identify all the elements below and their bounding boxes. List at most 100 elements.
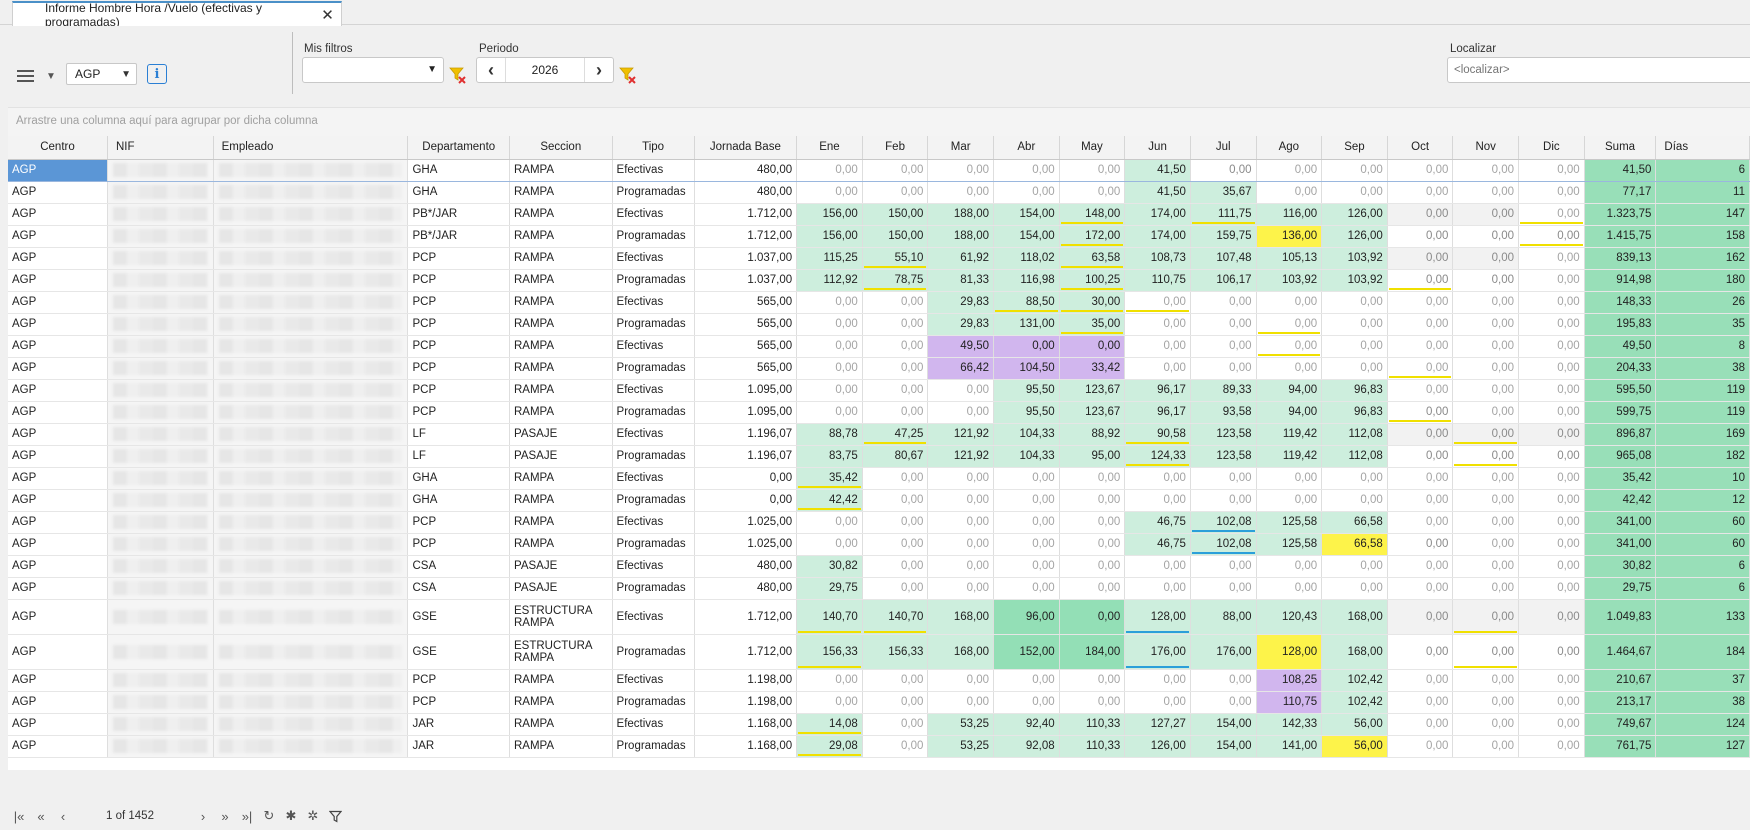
cell-jun[interactable]: 0,00 bbox=[1124, 555, 1191, 578]
cell-jul[interactable]: 0,00 bbox=[1190, 291, 1257, 314]
cell-empleado-redacted[interactable] bbox=[213, 225, 409, 248]
cell-may[interactable]: 110,33 bbox=[1059, 735, 1126, 758]
cell-nif-redacted[interactable] bbox=[107, 577, 214, 600]
cell-may[interactable]: 0,00 bbox=[1059, 533, 1126, 556]
cell-abr[interactable]: 104,50 bbox=[993, 357, 1060, 380]
cell-feb[interactable]: 0,00 bbox=[862, 467, 929, 490]
cell-feb[interactable]: 0,00 bbox=[862, 357, 929, 380]
cell-nif-redacted[interactable] bbox=[107, 313, 214, 336]
cell-dias[interactable]: 169 bbox=[1655, 423, 1750, 446]
cell-seccion[interactable]: RAMPA bbox=[509, 467, 613, 490]
cell-nif-redacted[interactable] bbox=[107, 357, 214, 380]
cell-oct[interactable]: 0,00 bbox=[1387, 158, 1454, 182]
cell-jun[interactable]: 0,00 bbox=[1124, 313, 1191, 336]
cell-dias[interactable]: 162 bbox=[1655, 247, 1750, 270]
cell-abr[interactable]: 0,00 bbox=[993, 511, 1060, 534]
cell-seccion[interactable]: RAMPA bbox=[509, 158, 613, 182]
cell-jul[interactable]: 0,00 bbox=[1190, 335, 1257, 358]
cell-tipo[interactable]: Efectivas bbox=[612, 335, 695, 358]
cell-ene[interactable]: 0,00 bbox=[796, 158, 863, 182]
cell-abr[interactable]: 152,00 bbox=[993, 634, 1060, 670]
cell-ago[interactable]: 0,00 bbox=[1256, 313, 1323, 336]
cell-oct[interactable]: 0,00 bbox=[1387, 555, 1454, 578]
cell-jornada-base[interactable]: 480,00 bbox=[694, 158, 798, 182]
clear-filter-icon[interactable] bbox=[449, 66, 467, 84]
cell-oct[interactable]: 0,00 bbox=[1387, 181, 1454, 204]
cell-ago[interactable]: 142,33 bbox=[1256, 713, 1323, 736]
next-page-group-icon[interactable]: » bbox=[221, 808, 229, 824]
cell-nif-redacted[interactable] bbox=[107, 247, 214, 270]
cell-nif-redacted[interactable] bbox=[107, 555, 214, 578]
cell-centro[interactable]: AGP bbox=[8, 577, 108, 600]
cell-oct[interactable]: 0,00 bbox=[1387, 291, 1454, 314]
cell-jornada-base[interactable]: 1.712,00 bbox=[694, 634, 798, 670]
cell-sep[interactable]: 0,00 bbox=[1321, 335, 1388, 358]
cell-nif-redacted[interactable] bbox=[107, 203, 214, 226]
cell-empleado-redacted[interactable] bbox=[213, 599, 409, 635]
cell-ene[interactable]: 88,78 bbox=[796, 423, 863, 446]
column-header-jul[interactable]: Jul bbox=[1190, 136, 1257, 160]
cell-ene[interactable]: 0,00 bbox=[796, 669, 863, 692]
cell-suma[interactable]: 42,42 bbox=[1584, 489, 1657, 512]
cell-departamento[interactable]: PCP bbox=[407, 313, 510, 336]
cell-suma[interactable]: 1.464,67 bbox=[1584, 634, 1657, 670]
cell-jun[interactable]: 174,00 bbox=[1124, 225, 1191, 248]
cell-mar[interactable]: 168,00 bbox=[927, 634, 995, 670]
info-icon[interactable]: i bbox=[147, 64, 167, 84]
cell-centro[interactable]: AGP bbox=[8, 489, 108, 512]
cell-seccion[interactable]: RAMPA bbox=[509, 269, 613, 292]
cell-feb[interactable]: 0,00 bbox=[862, 669, 929, 692]
cell-dias[interactable]: 119 bbox=[1655, 379, 1750, 402]
cell-ene[interactable]: 0,00 bbox=[796, 181, 863, 204]
cell-dias[interactable]: 133 bbox=[1655, 599, 1750, 635]
column-header-jornada-base[interactable]: Jornada Base bbox=[694, 136, 798, 160]
cell-seccion[interactable]: RAMPA bbox=[509, 291, 613, 314]
cell-empleado-redacted[interactable] bbox=[213, 203, 409, 226]
cell-may[interactable]: 88,92 bbox=[1059, 423, 1126, 446]
cell-departamento[interactable]: PCP bbox=[407, 691, 510, 714]
cell-nov[interactable]: 0,00 bbox=[1452, 203, 1520, 226]
cell-tipo[interactable]: Programadas bbox=[612, 691, 695, 714]
cell-ene[interactable]: 0,00 bbox=[796, 335, 863, 358]
cell-nif-redacted[interactable] bbox=[107, 735, 214, 758]
cell-centro[interactable]: AGP bbox=[8, 158, 108, 182]
table-row[interactable]: AGP LF PASAJE Programadas 1.196,07 83,75 80,67… bbox=[8, 445, 1750, 468]
cell-mar[interactable]: 0,00 bbox=[927, 669, 995, 692]
table-row[interactable]: AGP PB*/JAR RAMPA Efectivas 1.712,00 156,00 15… bbox=[8, 203, 1750, 226]
cell-nif-redacted[interactable] bbox=[107, 401, 214, 424]
cell-centro[interactable]: AGP bbox=[8, 599, 108, 635]
cell-jornada-base[interactable]: 565,00 bbox=[694, 357, 798, 380]
cell-may[interactable]: 0,00 bbox=[1059, 577, 1126, 600]
cell-ago[interactable]: 110,75 bbox=[1256, 691, 1323, 714]
cell-departamento[interactable]: PCP bbox=[407, 357, 510, 380]
cell-departamento[interactable]: GHA bbox=[407, 181, 510, 204]
cell-ene[interactable]: 29,75 bbox=[796, 577, 863, 600]
cell-jun[interactable]: 46,75 bbox=[1124, 533, 1191, 556]
previous-page-icon[interactable]: ‹ bbox=[60, 808, 66, 824]
cell-jun[interactable]: 0,00 bbox=[1124, 691, 1191, 714]
cell-jun[interactable]: 96,17 bbox=[1124, 401, 1191, 424]
cell-oct[interactable]: 0,00 bbox=[1387, 577, 1454, 600]
cell-dic[interactable]: 0,00 bbox=[1518, 467, 1585, 490]
cell-may[interactable]: 148,00 bbox=[1059, 203, 1126, 226]
table-row[interactable]: AGP GHA RAMPA Efectivas 480,00 0,00 0,00 0,00 0,… bbox=[8, 158, 1750, 182]
cell-may[interactable]: 0,00 bbox=[1059, 489, 1126, 512]
cell-dias[interactable]: 147 bbox=[1655, 203, 1750, 226]
cell-mar[interactable]: 0,00 bbox=[927, 577, 995, 600]
cell-abr[interactable]: 92,08 bbox=[993, 735, 1060, 758]
cell-jul[interactable]: 0,00 bbox=[1190, 313, 1257, 336]
cell-centro[interactable]: AGP bbox=[8, 313, 108, 336]
cell-jul[interactable]: 159,75 bbox=[1190, 225, 1257, 248]
cell-ene[interactable]: 0,00 bbox=[796, 533, 863, 556]
cell-abr[interactable]: 0,00 bbox=[993, 669, 1060, 692]
cell-abr[interactable]: 116,98 bbox=[993, 269, 1060, 292]
cell-sep[interactable]: 0,00 bbox=[1321, 313, 1388, 336]
cell-may[interactable]: 0,00 bbox=[1059, 158, 1126, 182]
cell-jun[interactable]: 126,00 bbox=[1124, 735, 1191, 758]
cell-jun[interactable]: 0,00 bbox=[1124, 291, 1191, 314]
cell-suma[interactable]: 1.049,83 bbox=[1584, 599, 1657, 635]
table-row[interactable]: AGP GHA RAMPA Programadas 480,00 0,00 0,00 0,00… bbox=[8, 181, 1750, 204]
cell-ene[interactable]: 42,42 bbox=[796, 489, 863, 512]
cell-feb[interactable]: 0,00 bbox=[862, 555, 929, 578]
column-header-may[interactable]: May bbox=[1059, 136, 1126, 160]
